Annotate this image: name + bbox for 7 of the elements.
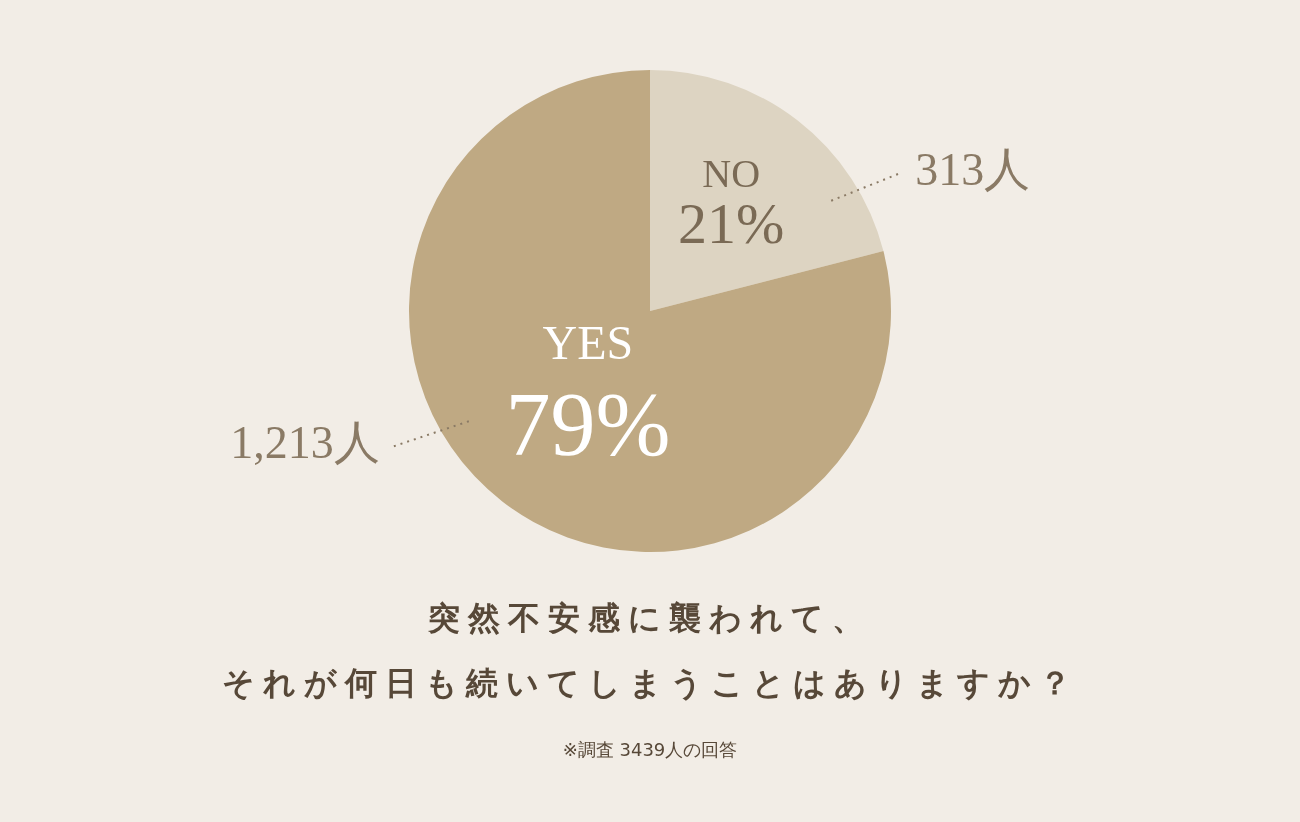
text: それが何日も続いてしまうことはありますか？ <box>220 663 1080 704</box>
text: ※調査 3439人の回答 <box>561 738 739 762</box>
text: 1,213人 <box>230 417 380 469</box>
slice-label: YES <box>542 315 634 369</box>
text: 313人 <box>915 143 1031 195</box>
text: 突然不安感に襲われて、 <box>427 598 873 639</box>
data-label: 79% <box>505 374 671 474</box>
